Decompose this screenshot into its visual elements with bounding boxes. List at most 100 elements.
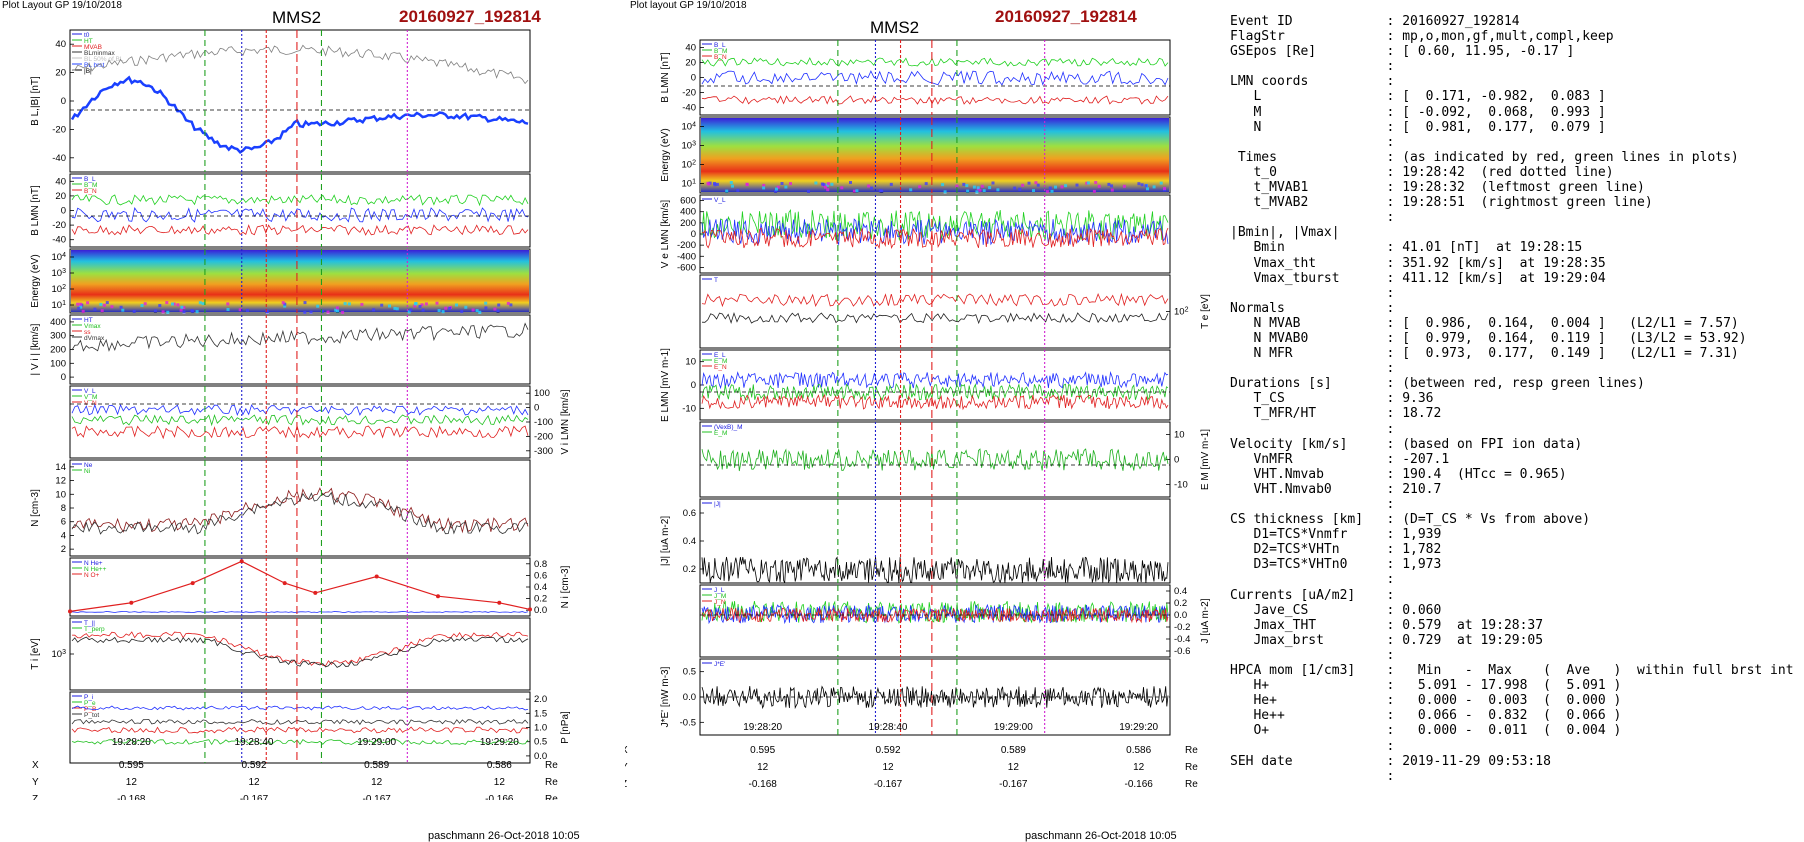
- spectrogram-noise-pixel: [455, 303, 458, 307]
- data-trace-1: [701, 218, 1169, 246]
- data-trace-2: [71, 425, 529, 440]
- y-tick-label: -40: [52, 153, 66, 164]
- legend-label: t0: [84, 32, 90, 39]
- info-key: Times: [1230, 149, 1387, 165]
- y-axis-label: V e LMN [km/s]: [660, 200, 671, 269]
- spectrogram-noise-pixel: [441, 310, 445, 314]
- y-tick-label: 40: [55, 39, 66, 50]
- spectrogram-noise-pixel: [820, 182, 824, 186]
- y-axis-label: J*E' [nW m-3]: [660, 666, 671, 727]
- info-row: L : [ 0.171, -0.982, 0.083 ]: [1230, 89, 1800, 104]
- y-tick-label: -20: [52, 220, 66, 231]
- y-axis-label: Energy (eV): [30, 254, 41, 307]
- legend-label: N O+: [84, 572, 100, 579]
- spectrogram-noise-pixel: [281, 301, 285, 305]
- info-row: :: [1230, 210, 1800, 225]
- y-tick-label: -10: [1174, 480, 1188, 491]
- spectrogram-noise-pixel: [93, 307, 97, 311]
- pos-value: -0.167: [240, 794, 269, 800]
- pos-value: 12: [126, 777, 138, 788]
- data-trace-0: [701, 292, 1169, 308]
- info-key: [1230, 422, 1387, 437]
- y-tick-label: 4: [61, 530, 66, 541]
- legend-label: V_N: [84, 400, 97, 407]
- legend-label: P_B: [84, 706, 96, 713]
- legend-label: E_M: [714, 430, 727, 437]
- spectrogram-noise-pixel: [713, 183, 717, 187]
- spectrogram-noise-pixel: [341, 310, 345, 314]
- info-key: Durations [s]: [1230, 376, 1387, 392]
- data-trace-2: [701, 95, 1169, 105]
- info-key: T_MFR/HT: [1230, 406, 1387, 422]
- info-row: t_MVAB1 : 19:28:32 (leftmost green line): [1230, 180, 1800, 195]
- spectrogram-noise-pixel: [1086, 181, 1090, 185]
- info-row: N MFR : [ 0.973, 0.177, 0.149 ] (L2/L1 =…: [1230, 346, 1800, 361]
- spectrogram-noise-pixel: [335, 306, 339, 310]
- pos-value: 0.589: [364, 760, 389, 771]
- info-row: :: [1230, 286, 1800, 301]
- y-tick-label: 101: [52, 300, 67, 312]
- info-key: LMN coords: [1230, 74, 1387, 90]
- info-key: Vmax_tburst: [1230, 270, 1387, 286]
- spectrogram-noise-pixel: [878, 189, 882, 193]
- legend-label: B_L: [84, 176, 96, 183]
- spectrogram-noise-pixel: [826, 182, 830, 186]
- spectrogram-noise-pixel: [774, 189, 778, 193]
- y-tick-label: 0.0: [683, 692, 696, 703]
- spectrogram-noise-pixel: [86, 301, 90, 305]
- info-value: : 1,782: [1386, 542, 1442, 558]
- info-key: N: [1230, 119, 1387, 135]
- y-tick-label: 102: [682, 159, 697, 171]
- info-value: :: [1386, 210, 1395, 226]
- pos-value: 12: [371, 777, 383, 788]
- spectrogram-noise-pixel: [195, 310, 199, 314]
- spectrogram-noise-pixel: [736, 188, 740, 192]
- info-value: : 0.066 - 0.832 ( 0.066 ): [1386, 708, 1622, 724]
- info-row: Event ID : 20160927_192814: [1230, 14, 1800, 29]
- spectrogram-noise-pixel: [420, 303, 424, 307]
- spectrogram-noise-pixel: [855, 189, 859, 193]
- y-tick-label: -0.2: [1174, 622, 1190, 633]
- spectrogram-noise-pixel: [336, 309, 339, 313]
- spectrogram-noise-pixel: [978, 188, 982, 192]
- spectrogram-noise-pixel: [166, 310, 170, 314]
- info-value: : 190.4 (HTcc = 0.965): [1386, 466, 1567, 482]
- left-footer: paschmann 26-Oct-2018 10:05: [428, 830, 580, 842]
- spectrogram-noise-pixel: [707, 182, 711, 186]
- panel-frame-7: [699, 584, 1171, 658]
- y-tick-label: 103: [52, 268, 67, 280]
- he-plus-plus-point: [129, 600, 134, 605]
- info-key: D2=TCS*VHTn: [1230, 542, 1387, 558]
- info-key: Jmax_THT: [1230, 617, 1387, 633]
- info-value: :: [1386, 59, 1395, 75]
- spectrogram-noise-pixel: [826, 188, 830, 192]
- info-key: t_MVAB2: [1230, 195, 1387, 211]
- spectrogram-noise-pixel: [988, 186, 992, 190]
- info-key: M: [1230, 104, 1387, 120]
- info-row: :: [1230, 361, 1800, 376]
- y-axis-label: B LMN [nT]: [30, 185, 41, 236]
- spectrogram-noise-pixel: [409, 308, 413, 312]
- spectrogram-noise-pixel: [840, 186, 844, 190]
- y-tick-label: 0.2: [1174, 598, 1187, 609]
- info-value: : (between red, resp green lines): [1386, 376, 1645, 392]
- info-row: t_0 : 19:28:42 (red dotted line): [1230, 165, 1800, 180]
- spectrogram-noise-pixel: [493, 307, 497, 311]
- y-tick-label: -400: [677, 251, 696, 262]
- info-value: : -207.1: [1386, 451, 1450, 467]
- data-trace-1: [71, 414, 529, 427]
- info-value: : 0.000 - 0.003 ( 0.000 ): [1386, 693, 1622, 709]
- spectrogram-noise-pixel: [303, 301, 307, 305]
- info-row: |Bmin|, |Vmax|: [1230, 225, 1800, 240]
- spectrogram-noise-pixel: [1054, 185, 1057, 189]
- info-row: :: [1230, 648, 1800, 663]
- spectrogram-noise-pixel: [395, 307, 399, 311]
- he-plus-plus-point: [239, 559, 244, 564]
- y-tick-label: 12: [55, 476, 66, 487]
- pos-value: 0.586: [1126, 745, 1151, 756]
- y-tick-label: 40: [55, 176, 66, 187]
- info-row: :: [1230, 739, 1800, 754]
- pos-row-label: Y: [32, 777, 39, 788]
- pos-unit: Re: [1185, 779, 1198, 790]
- legend-label: HT: [84, 38, 93, 45]
